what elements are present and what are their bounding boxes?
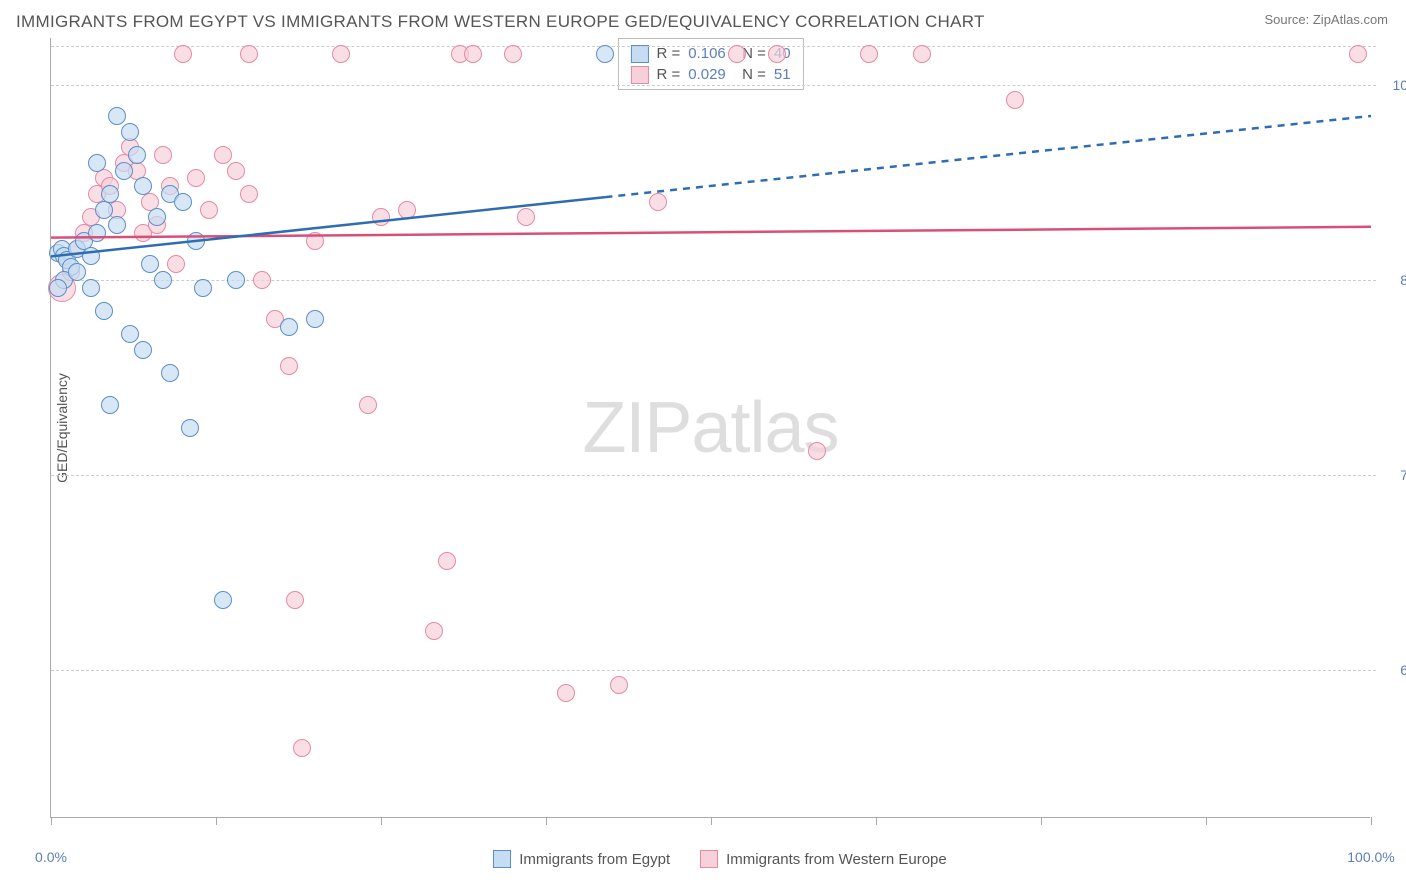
point-weurope bbox=[167, 255, 185, 273]
legend-swatch-weurope bbox=[700, 850, 718, 868]
xtick bbox=[711, 817, 712, 825]
point-weurope bbox=[438, 552, 456, 570]
point-egypt bbox=[82, 247, 100, 265]
point-weurope bbox=[464, 45, 482, 63]
point-weurope bbox=[1006, 91, 1024, 109]
point-weurope bbox=[174, 45, 192, 63]
point-egypt bbox=[115, 162, 133, 180]
legend-label-weurope: Immigrants from Western Europe bbox=[726, 851, 947, 868]
point-weurope bbox=[517, 208, 535, 226]
point-egypt bbox=[161, 364, 179, 382]
point-egypt bbox=[154, 271, 172, 289]
point-egypt bbox=[227, 271, 245, 289]
point-egypt bbox=[101, 396, 119, 414]
xtick bbox=[51, 817, 52, 825]
swatch-egypt bbox=[630, 45, 648, 63]
point-egypt bbox=[134, 341, 152, 359]
point-egypt bbox=[108, 107, 126, 125]
point-egypt bbox=[280, 318, 298, 336]
point-egypt bbox=[88, 224, 106, 242]
corr-row-weurope: R = 0.029 N = 51 bbox=[630, 64, 790, 85]
point-egypt bbox=[108, 216, 126, 234]
chart-title: IMMIGRANTS FROM EGYPT VS IMMIGRANTS FROM… bbox=[16, 12, 985, 32]
point-weurope bbox=[610, 676, 628, 694]
source-label: Source: ZipAtlas.com bbox=[1264, 12, 1388, 27]
ytick-label: 75.0% bbox=[1380, 467, 1406, 483]
point-egypt bbox=[148, 208, 166, 226]
point-weurope bbox=[913, 45, 931, 63]
point-weurope bbox=[728, 45, 746, 63]
point-weurope bbox=[398, 201, 416, 219]
ytick-label: 62.5% bbox=[1380, 662, 1406, 678]
point-weurope bbox=[1349, 45, 1367, 63]
n-value-weurope: 51 bbox=[774, 64, 791, 85]
ytick-label: 100.0% bbox=[1380, 77, 1406, 93]
trend-overlay bbox=[51, 38, 1371, 818]
point-weurope bbox=[154, 146, 172, 164]
point-weurope bbox=[359, 396, 377, 414]
xtick bbox=[1041, 817, 1042, 825]
xtick bbox=[546, 817, 547, 825]
point-egypt bbox=[95, 201, 113, 219]
xtick bbox=[216, 817, 217, 825]
point-egypt bbox=[82, 279, 100, 297]
point-weurope bbox=[425, 622, 443, 640]
bottom-legend: Immigrants from Egypt Immigrants from We… bbox=[50, 850, 1390, 868]
point-egypt bbox=[187, 232, 205, 250]
plot-area: ZIPatlas R = 0.106 N = 40 R = 0.029 N = … bbox=[50, 38, 1370, 818]
point-weurope bbox=[306, 232, 324, 250]
gridline-h bbox=[51, 280, 1376, 281]
point-weurope bbox=[649, 193, 667, 211]
point-egypt bbox=[141, 255, 159, 273]
point-egypt bbox=[128, 146, 146, 164]
xtick bbox=[1371, 817, 1372, 825]
point-weurope bbox=[187, 169, 205, 187]
point-egypt bbox=[214, 591, 232, 609]
xtick bbox=[381, 817, 382, 825]
point-weurope bbox=[504, 45, 522, 63]
gridline-h bbox=[51, 670, 1376, 671]
legend-item-weurope: Immigrants from Western Europe bbox=[700, 850, 947, 868]
gridline-h bbox=[51, 85, 1376, 86]
point-egypt bbox=[194, 279, 212, 297]
point-weurope bbox=[227, 162, 245, 180]
point-weurope bbox=[557, 684, 575, 702]
r-value-weurope: 0.029 bbox=[688, 64, 726, 85]
point-weurope bbox=[253, 271, 271, 289]
point-weurope bbox=[286, 591, 304, 609]
point-egypt bbox=[596, 45, 614, 63]
point-egypt bbox=[49, 279, 67, 297]
legend-swatch-egypt bbox=[493, 850, 511, 868]
point-egypt bbox=[68, 263, 86, 281]
point-egypt bbox=[95, 302, 113, 320]
point-egypt bbox=[121, 325, 139, 343]
point-weurope bbox=[768, 45, 786, 63]
point-weurope bbox=[332, 45, 350, 63]
legend-label-egypt: Immigrants from Egypt bbox=[519, 851, 670, 868]
point-egypt bbox=[88, 154, 106, 172]
point-weurope bbox=[280, 357, 298, 375]
gridline-h bbox=[51, 475, 1376, 476]
point-egypt bbox=[101, 185, 119, 203]
legend-item-egypt: Immigrants from Egypt bbox=[493, 850, 670, 868]
point-egypt bbox=[181, 419, 199, 437]
point-egypt bbox=[174, 193, 192, 211]
point-weurope bbox=[860, 45, 878, 63]
point-weurope bbox=[214, 146, 232, 164]
point-weurope bbox=[200, 201, 218, 219]
point-weurope bbox=[808, 442, 826, 460]
xtick bbox=[876, 817, 877, 825]
point-weurope bbox=[372, 208, 390, 226]
ytick-label: 87.5% bbox=[1380, 272, 1406, 288]
watermark: ZIPatlas bbox=[582, 387, 838, 469]
swatch-weurope bbox=[630, 66, 648, 84]
point-weurope bbox=[240, 185, 258, 203]
point-egypt bbox=[121, 123, 139, 141]
point-weurope bbox=[293, 739, 311, 757]
point-weurope bbox=[240, 45, 258, 63]
point-egypt bbox=[306, 310, 324, 328]
chart-container: GED/Equivalency ZIPatlas R = 0.106 N = 4… bbox=[50, 38, 1390, 818]
xtick bbox=[1206, 817, 1207, 825]
point-egypt bbox=[134, 177, 152, 195]
